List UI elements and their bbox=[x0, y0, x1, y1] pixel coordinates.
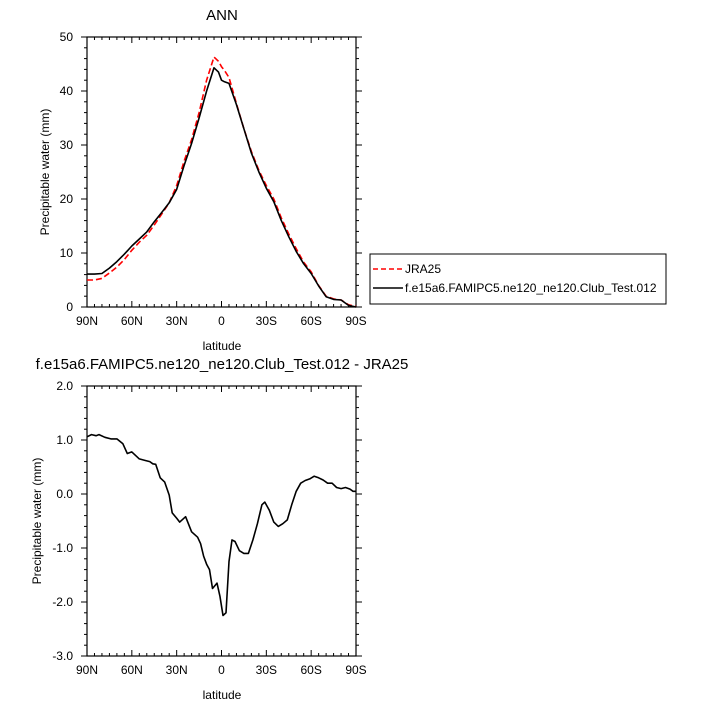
legend-label-jra25: JRA25 bbox=[405, 262, 441, 276]
x-tick-label: 30S bbox=[256, 663, 277, 677]
x-tick-label: 90S bbox=[345, 663, 366, 677]
y-tick-label: -2.0 bbox=[52, 595, 73, 609]
y-tick-label: 20 bbox=[60, 192, 74, 206]
x-tick-label: 60S bbox=[300, 314, 321, 328]
y-tick-label: 1.0 bbox=[56, 433, 73, 447]
x-tick-label: 60N bbox=[121, 663, 143, 677]
series-line-jra25 bbox=[87, 56, 357, 308]
x-axis-label: latitude bbox=[203, 339, 242, 353]
x-tick-label: 90S bbox=[345, 314, 366, 328]
legend: JRA25 f.e15a6.FAMIPC5.ne120_ne120.Club_T… bbox=[369, 253, 667, 305]
y-tick-label: 50 bbox=[60, 30, 74, 44]
x-tick-label: 60S bbox=[300, 663, 321, 677]
y-tick-label: -3.0 bbox=[52, 649, 73, 663]
x-tick-label: 90N bbox=[76, 314, 98, 328]
series-line-f-e15a6-famipc5-ne120-ne120-club-test-012 bbox=[87, 67, 357, 308]
series-line-difference bbox=[86, 433, 356, 617]
chart-title: f.e15a6.FAMIPC5.ne120_ne120.Club_Test.01… bbox=[36, 356, 409, 373]
plot-area: 90N 60N 30N 0 30S 60S 90S -3.0 -2.0 -1.0 0.0 1.0 2.0 bbox=[52, 379, 366, 677]
y-tick-label: 2.0 bbox=[56, 379, 73, 393]
x-tick-label: 90N bbox=[76, 663, 98, 677]
x-axis-label: latitude bbox=[203, 688, 242, 702]
y-tick-label: 0 bbox=[66, 300, 73, 314]
y-tick-label: 10 bbox=[60, 246, 74, 260]
legend-label-model: f.e15a6.FAMIPC5.ne120_ne120.Club_Test.01… bbox=[405, 281, 657, 295]
y-tick-label: 0.0 bbox=[56, 487, 73, 501]
panel-annual-mean: ANN Precipitable water (mm) latitude 90N… bbox=[38, 7, 667, 353]
y-tick-label: 40 bbox=[60, 84, 74, 98]
y-axis-label: Precipitable water (mm) bbox=[38, 109, 52, 236]
y-tick-label: 30 bbox=[60, 138, 74, 152]
x-tick-label: 0 bbox=[218, 314, 225, 328]
y-tick-label: -1.0 bbox=[52, 541, 73, 555]
x-tick-label: 30N bbox=[166, 314, 188, 328]
legend-box bbox=[369, 253, 667, 305]
x-tick-label: 30N bbox=[166, 663, 188, 677]
plot-area: 90N 60N 30N 0 30S 60S 90S 0 10 20 30 40 50 bbox=[60, 30, 367, 328]
axes-frame bbox=[86, 36, 357, 308]
chart-title: ANN bbox=[206, 7, 238, 24]
axes-frame bbox=[86, 385, 357, 657]
x-tick-label: 0 bbox=[218, 663, 225, 677]
panel-difference: f.e15a6.FAMIPC5.ne120_ne120.Club_Test.01… bbox=[30, 356, 408, 702]
x-tick-label: 30S bbox=[256, 314, 277, 328]
x-tick-label: 60N bbox=[121, 314, 143, 328]
y-axis-label: Precipitable water (mm) bbox=[30, 458, 44, 585]
